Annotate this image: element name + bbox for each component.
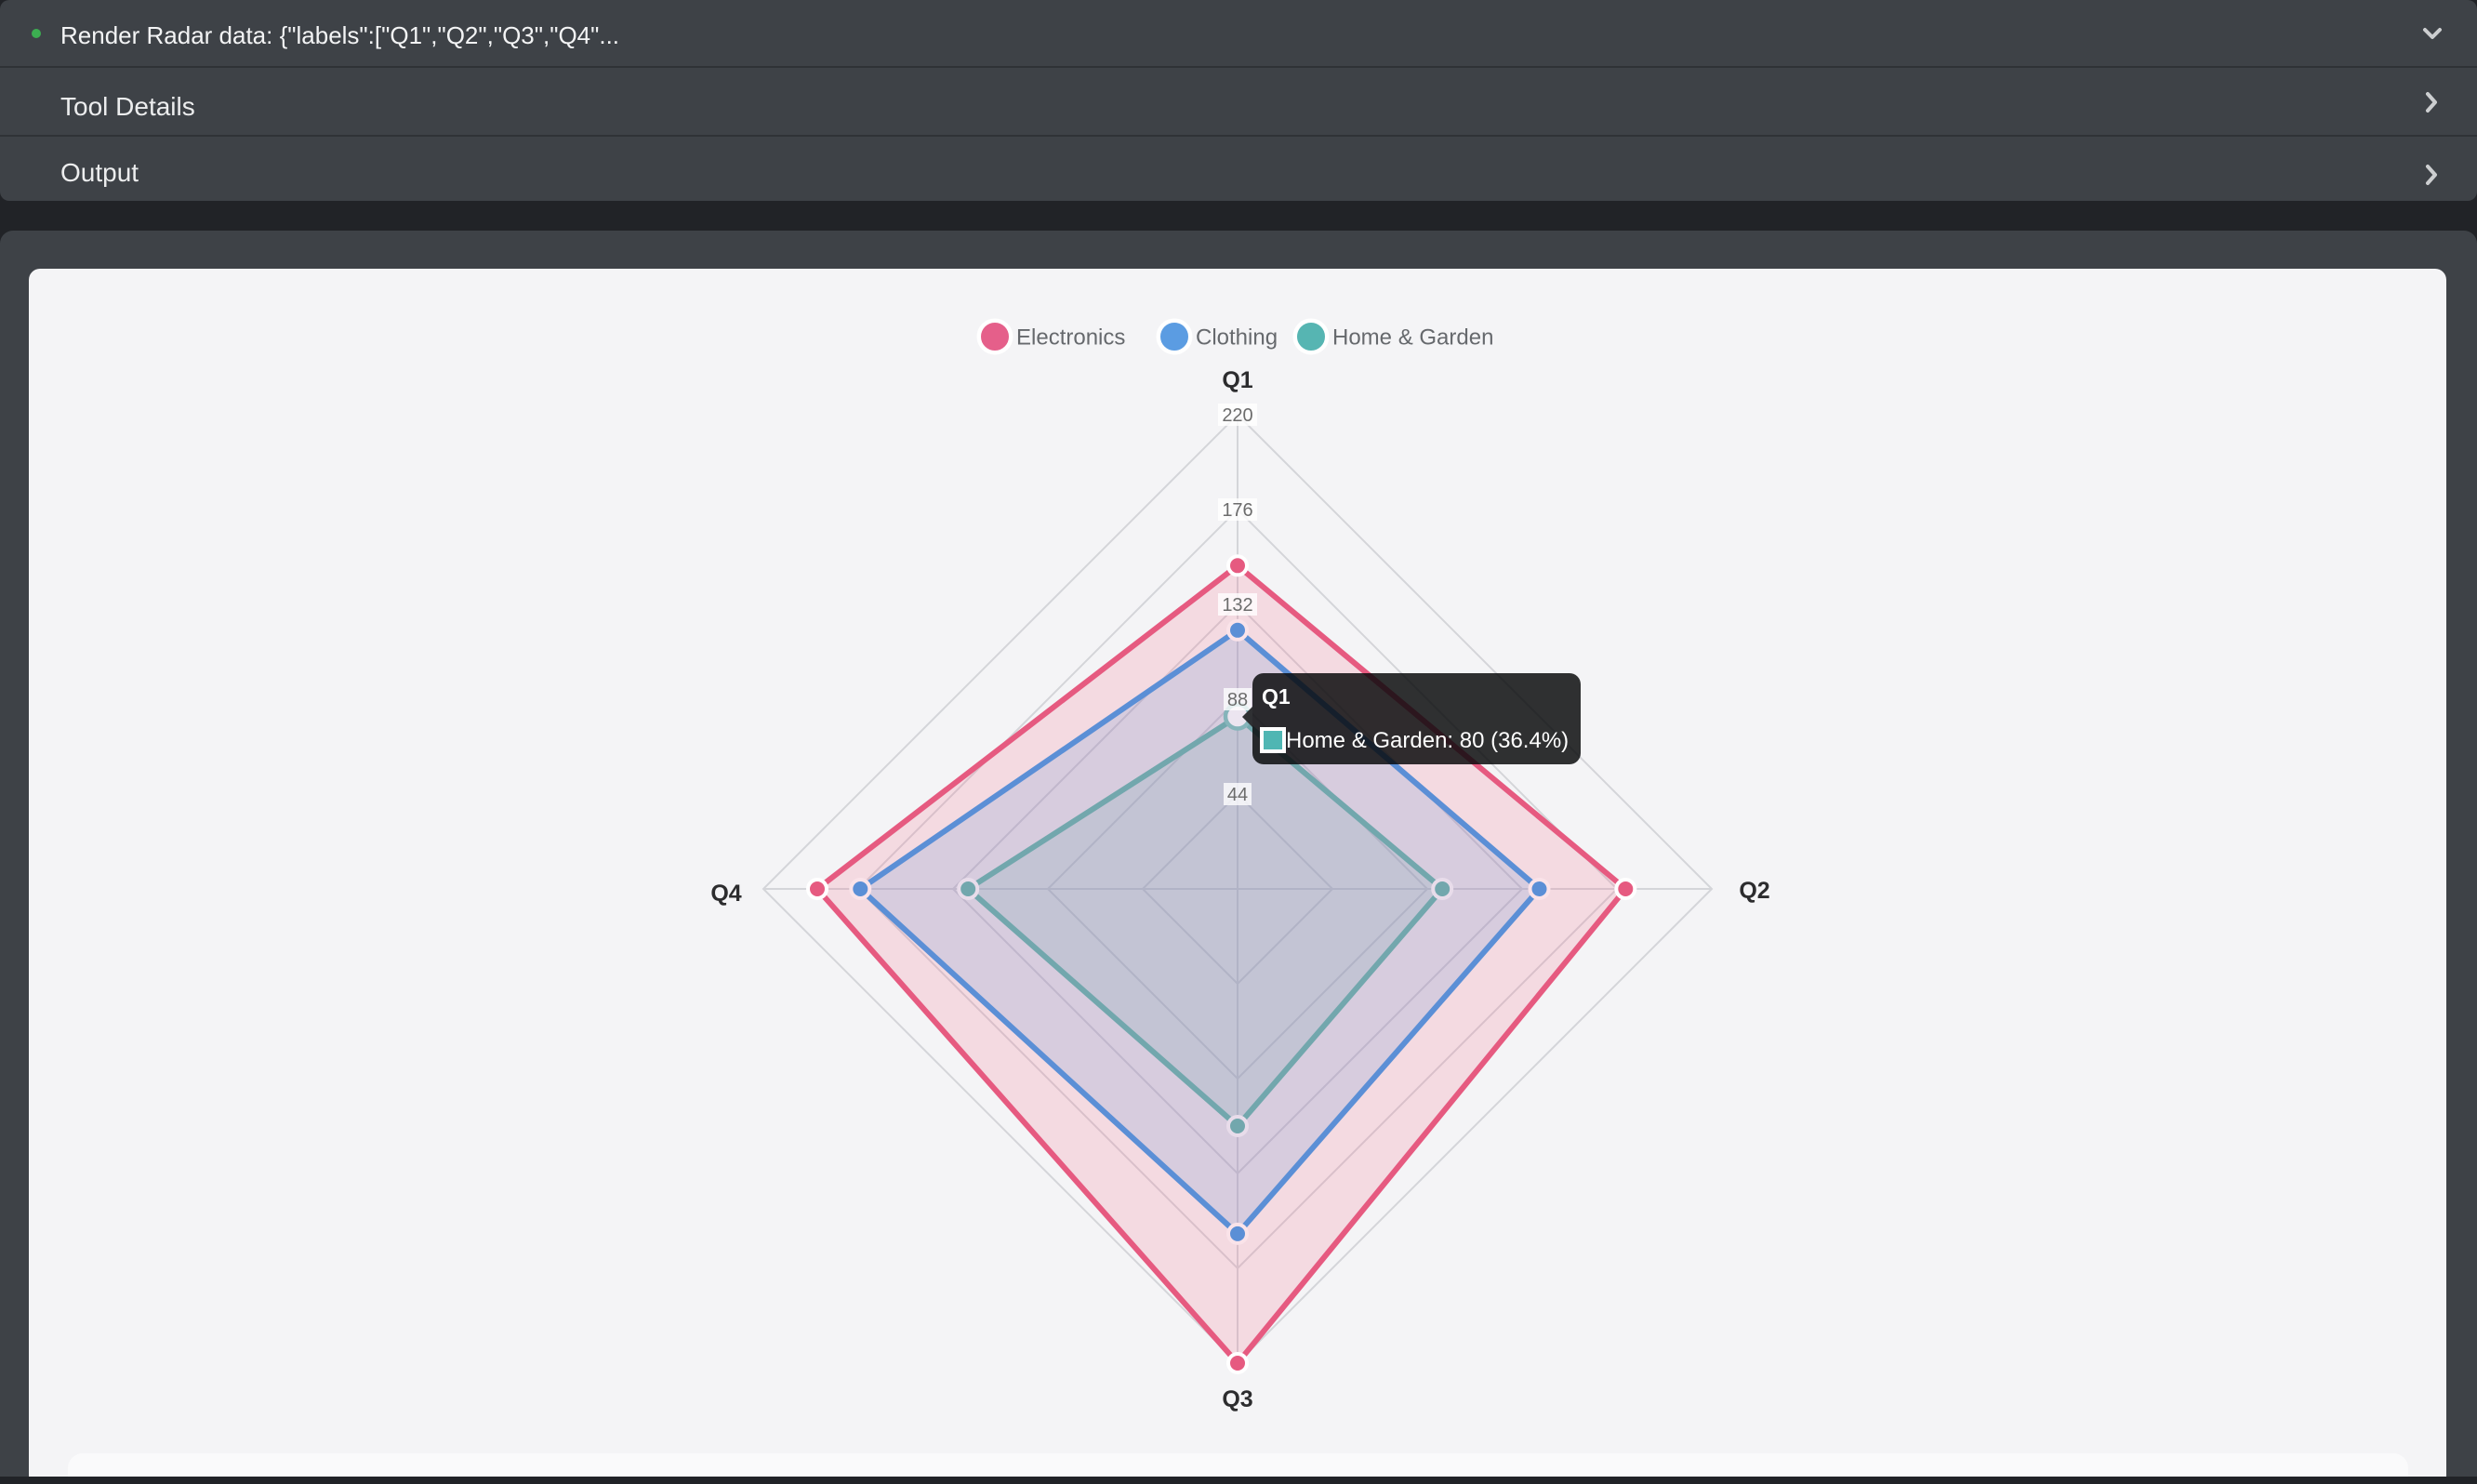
svg-text:Q4: Q4 <box>710 881 741 907</box>
svg-text:44: 44 <box>1227 785 1248 805</box>
svg-text:Electronics: Electronics <box>1016 325 1125 351</box>
svg-text:Q3: Q3 <box>1222 1386 1252 1412</box>
svg-text:Q2: Q2 <box>1739 878 1769 904</box>
svg-text:Clothing: Clothing <box>1196 325 1278 351</box>
svg-text:132: 132 <box>1222 595 1252 616</box>
svg-text:88: 88 <box>1227 690 1248 710</box>
svg-text:220: 220 <box>1222 405 1252 426</box>
svg-text:Q1: Q1 <box>1222 367 1252 393</box>
svg-text:176: 176 <box>1222 500 1252 521</box>
svg-text:Home & Garden: Home & Garden <box>1332 325 1493 351</box>
